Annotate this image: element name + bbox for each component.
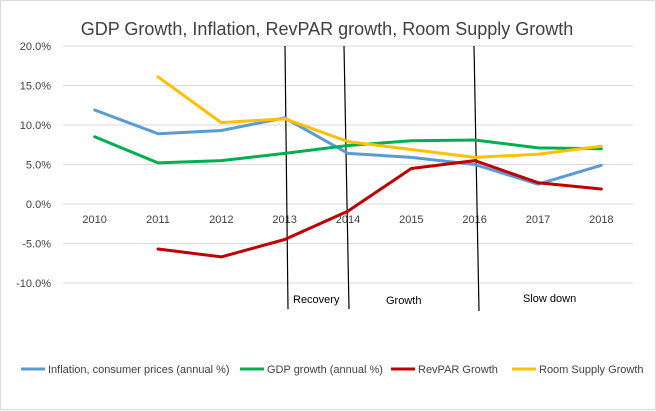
- x-tick-label: 2010: [82, 214, 106, 226]
- annotation-growth: Growth: [386, 295, 421, 307]
- chart-title: GDP Growth, Inflation, RevPAR growth, Ro…: [81, 19, 574, 39]
- phase-divider-lines: [284, 45, 480, 312]
- phase-divider-line: [473, 45, 480, 312]
- annotation-slow-down: Slow down: [523, 293, 576, 305]
- x-tick-label: 2011: [146, 214, 170, 226]
- x-tick-label: 2015: [399, 214, 423, 226]
- x-axis-ticks: 2010 2011 2012 2013 2014 2015 2016 2017 2018: [82, 214, 613, 226]
- series-line: [156, 75, 603, 159]
- y-tick-label: 10.0%: [20, 120, 51, 132]
- x-tick-label: 2012: [209, 214, 233, 226]
- phase-divider-line: [343, 45, 350, 310]
- x-tick-label: 2013: [272, 214, 296, 226]
- legend-label: GDP growth (annual %): [267, 364, 383, 376]
- y-tick-label: 0.0%: [26, 199, 51, 211]
- y-tick-label: -5.0%: [22, 239, 51, 251]
- phase-divider-line: [284, 45, 289, 310]
- x-tick-label: 2016: [462, 214, 486, 226]
- series-line: [156, 159, 603, 259]
- legend-label: Room Supply Growth: [539, 364, 644, 376]
- annotation-recovery: Recovery: [293, 294, 340, 306]
- phase-annotations: Recovery Growth Slow down: [293, 293, 576, 307]
- x-tick-label: 2018: [589, 214, 613, 226]
- y-tick-label: 15.0%: [20, 81, 51, 93]
- y-tick-label: 5.0%: [26, 160, 51, 172]
- series-line: [93, 108, 603, 186]
- y-tick-label: 20.0%: [20, 41, 51, 53]
- legend-label: Inflation, consumer prices (annual %): [48, 364, 230, 376]
- series-line: [93, 135, 603, 165]
- series-lines: [93, 75, 603, 259]
- y-tick-label: -10.0%: [16, 278, 51, 290]
- x-tick-label: 2017: [526, 214, 550, 226]
- legend-label: RevPAR Growth: [418, 364, 498, 376]
- legend: Inflation, consumer prices (annual %) GDP…: [21, 364, 644, 376]
- y-axis-ticks: 20.0% 15.0% 10.0% 5.0% 0.0% -5.0% -10.0%: [16, 41, 51, 290]
- x-tick-label: 2014: [336, 214, 360, 226]
